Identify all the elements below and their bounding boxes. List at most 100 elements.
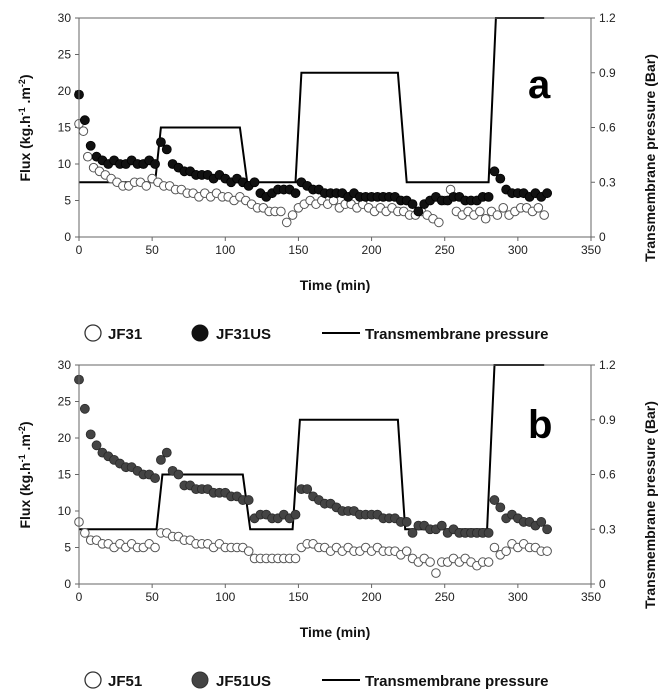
filled-circle-point: [489, 495, 500, 505]
filled-circle-point: [407, 199, 418, 210]
y-tick-label: 10: [58, 504, 72, 518]
open-circle-point: [276, 206, 286, 217]
y2-tick-label: 0.6: [599, 121, 616, 135]
y-tick-label: 25: [58, 395, 72, 409]
open-circle-series: [74, 517, 552, 578]
y-tick-label: 20: [58, 431, 72, 445]
left-axis-ticks: 0 5 10 15 20 25 30: [58, 11, 79, 244]
chart-panel-b: 0 5 10 15 20 25 30 0 0.3 0.6 0.9 1.2 0 50 100 150 200 2…: [17, 358, 658, 690]
filled-circle-point: [243, 495, 254, 505]
y2-axis-title: Transmembrane pressure (Bar): [642, 54, 658, 262]
filled-circle-point: [407, 528, 418, 538]
y2-axis-title: Transmembrane pressure (Bar): [642, 401, 658, 609]
filled-circle-point: [173, 469, 184, 480]
x-axis-ticks: 0 50 100 150 200 250 300 350: [76, 237, 601, 257]
legend-label-jf51us: JF51US: [216, 673, 271, 690]
filled-circle-point: [542, 524, 553, 535]
y-tick-label: 5: [64, 541, 71, 555]
filled-circle-point: [413, 206, 424, 217]
x-tick-label: 150: [288, 590, 308, 604]
y-tick-label: 10: [58, 157, 72, 171]
x-tick-label: 100: [215, 243, 235, 257]
y2-tick-label: 0: [599, 230, 606, 244]
legend-label-pressure: Transmembrane pressure: [365, 326, 548, 343]
x-axis-title: Time (min): [300, 277, 371, 293]
y2-tick-label: 0: [599, 577, 606, 591]
filled-circle-point: [483, 528, 494, 538]
filled-circle-point: [150, 473, 160, 484]
open-circle-point: [539, 210, 549, 220]
filled-circle-point: [495, 502, 506, 513]
filled-circle-point: [85, 140, 96, 151]
x-tick-label: 350: [581, 590, 601, 604]
y-tick-label: 15: [58, 121, 72, 135]
y2-tick-label: 0.3: [599, 175, 616, 189]
x-tick-label: 100: [215, 590, 235, 604]
y-tick-label: 30: [58, 11, 72, 25]
open-circle-point: [475, 206, 485, 217]
open-circle-point: [243, 546, 254, 556]
panel-label: a: [528, 63, 551, 107]
y-tick-label: 0: [64, 230, 71, 244]
right-axis-ticks: 0 0.3 0.6 0.9 1.2: [591, 11, 616, 244]
y2-tick-label: 0.9: [599, 413, 616, 427]
filled-circle-point: [542, 188, 553, 199]
open-circle-point: [533, 203, 544, 213]
legend-marker-jf31: [84, 324, 102, 342]
x-tick-label: 50: [145, 243, 159, 257]
x-tick-label: 200: [362, 590, 382, 604]
open-circle-point: [501, 546, 511, 556]
open-circle-point: [480, 213, 491, 224]
x-axis-title: Time (min): [300, 624, 371, 640]
filled-circle-point: [401, 517, 412, 527]
open-circle-point: [141, 181, 152, 191]
filled-circle-point: [156, 137, 166, 148]
y-axis-title: Flux (kg.h-1 .m-2): [17, 421, 33, 528]
filled-circle-point: [156, 454, 166, 465]
plot-area-frame: [78, 17, 592, 238]
filled-circle-point: [249, 177, 260, 188]
filled-circle-point: [79, 403, 90, 414]
y-tick-label: 5: [64, 194, 71, 208]
x-axis-ticks: 0 50 100 150 200 250 300 350: [76, 584, 601, 604]
y2-tick-label: 1.2: [599, 11, 616, 25]
left-axis-ticks: 0 5 10 15 20 25 30: [58, 358, 79, 591]
legend-marker-jf31us: [191, 324, 209, 342]
open-circle-point: [287, 210, 298, 220]
filled-circle-series: [74, 89, 553, 217]
filled-circle-point: [290, 509, 301, 520]
open-circle-point: [498, 203, 509, 213]
y2-tick-label: 0.9: [599, 66, 616, 80]
x-tick-label: 250: [435, 243, 455, 257]
y-tick-label: 0: [64, 577, 71, 591]
panel-label: b: [528, 403, 552, 447]
legend-label-pressure: Transmembrane pressure: [365, 673, 548, 690]
filled-circle-point: [436, 520, 447, 531]
pressure-line: [79, 364, 545, 531]
y-tick-label: 30: [58, 358, 72, 372]
x-tick-label: 50: [145, 590, 159, 604]
x-tick-label: 0: [76, 243, 83, 257]
x-tick-label: 250: [435, 590, 455, 604]
x-tick-label: 300: [508, 590, 528, 604]
x-tick-label: 200: [362, 243, 382, 257]
legend: JF51 JF51US Transmembrane pressure: [84, 671, 548, 690]
open-circle-point: [80, 528, 90, 538]
filled-circle-series: [74, 374, 553, 538]
pressure-series: [79, 364, 545, 531]
legend-marker-jf51: [84, 671, 102, 689]
open-circle-point: [150, 542, 160, 553]
y2-tick-label: 0.6: [599, 468, 616, 482]
open-circle-point: [542, 546, 552, 556]
y-axis-title: Flux (kg.h-1 .m-2): [17, 74, 33, 181]
legend: JF31 JF31US Transmembrane pressure: [84, 324, 548, 343]
filled-circle-point: [483, 191, 494, 202]
open-circle-point: [82, 151, 93, 162]
x-tick-label: 350: [581, 243, 601, 257]
open-circle-point: [401, 546, 412, 556]
filled-circle-point: [161, 144, 172, 155]
legend-marker-jf51us: [191, 671, 209, 689]
pressure-line: [79, 17, 545, 184]
filled-circle-point: [495, 173, 506, 184]
plot-area-frame: [78, 364, 592, 585]
